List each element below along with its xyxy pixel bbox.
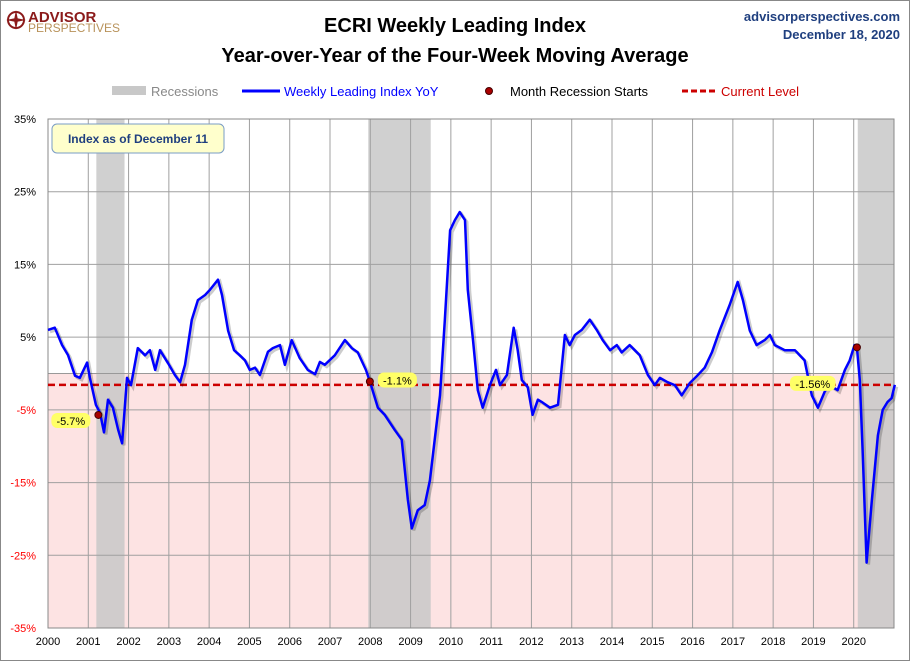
x-tick-label: 2016	[680, 636, 704, 648]
value-label-bg	[790, 375, 836, 391]
x-tick-label: 2007	[318, 636, 342, 648]
y-tick-label: -5%	[16, 405, 36, 417]
legend-series: Weekly Leading Index YoY	[284, 84, 439, 99]
x-tick-label: 2013	[559, 636, 583, 648]
logo-text-1: ADVISOR	[28, 9, 97, 26]
x-tick-label: 2005	[237, 636, 261, 648]
x-tick-label: 2019	[801, 636, 825, 648]
value-label: -5.7%	[56, 416, 85, 428]
x-tick-label: 2014	[600, 636, 624, 648]
value-label: -1.56%	[795, 379, 830, 391]
value-label-bg	[377, 372, 417, 388]
x-tick-label: 2009	[398, 636, 422, 648]
x-tick-label: 2011	[479, 636, 503, 648]
legend-recession-starts: Month Recession Starts	[510, 84, 649, 99]
series-line	[47, 210, 897, 564]
x-tick-label: 2020	[841, 636, 865, 648]
x-tick-label: 2018	[761, 636, 785, 648]
x-tick-label: 2008	[358, 636, 382, 648]
x-tick-label: 2004	[197, 636, 221, 648]
plot-area: 2000 2001 2002 2003 2004 2005 2006 2007 2008 2009…	[10, 114, 899, 648]
legend-recession-swatch	[112, 86, 146, 95]
legend-recessions: Recessions	[151, 84, 219, 99]
y-tick-label: 35%	[14, 114, 36, 126]
y-tick-label: -25%	[10, 550, 36, 562]
negative-zone	[48, 373, 894, 628]
recession-start-marker	[852, 343, 861, 352]
logo: ADVISOR PERSPECTIVES	[6, 9, 120, 35]
legend-marker-swatch	[485, 87, 493, 95]
logo-text-2: PERSPECTIVES	[28, 21, 120, 35]
x-tick-label: 2010	[439, 636, 463, 648]
value-label-bg	[51, 412, 91, 428]
recession-start-marker	[94, 410, 103, 419]
y-tick-label: 15%	[14, 259, 36, 271]
chart-title-line1: ECRI Weekly Leading Index	[324, 15, 586, 37]
x-tick-label: 2015	[640, 636, 664, 648]
y-tick-label: -15%	[10, 478, 36, 490]
recession-start-marker	[365, 377, 374, 386]
legend: Recessions Weekly Leading Index YoY Mont…	[112, 84, 799, 99]
chart-title-line2: Year-over-Year of the Four-Week Moving A…	[221, 45, 688, 67]
x-tick-label: 2003	[157, 636, 181, 648]
x-tick-label: 2012	[519, 636, 543, 648]
x-tick-label: 2002	[116, 636, 140, 648]
x-tick-label: 2017	[721, 636, 745, 648]
site-url[interactable]: advisorperspectives.com	[744, 9, 900, 24]
y-tick-label: 5%	[20, 332, 36, 344]
x-tick-label: 2000	[36, 636, 60, 648]
x-tick-label: 2006	[277, 636, 301, 648]
y-tick-label: 25%	[14, 187, 36, 199]
y-tick-label: -35%	[10, 623, 36, 635]
plot-border	[47, 118, 895, 629]
x-tick-label: 2001	[76, 636, 100, 648]
index-note: Index as of December 11	[51, 123, 225, 154]
publish-date: December 18, 2020	[783, 27, 900, 42]
index-note-box	[51, 123, 225, 154]
value-label: -1.1%	[383, 375, 412, 387]
legend-current-level: Current Level	[721, 84, 799, 99]
index-note-text: Index as of December 11	[68, 132, 208, 146]
compass-star-icon	[6, 10, 26, 30]
